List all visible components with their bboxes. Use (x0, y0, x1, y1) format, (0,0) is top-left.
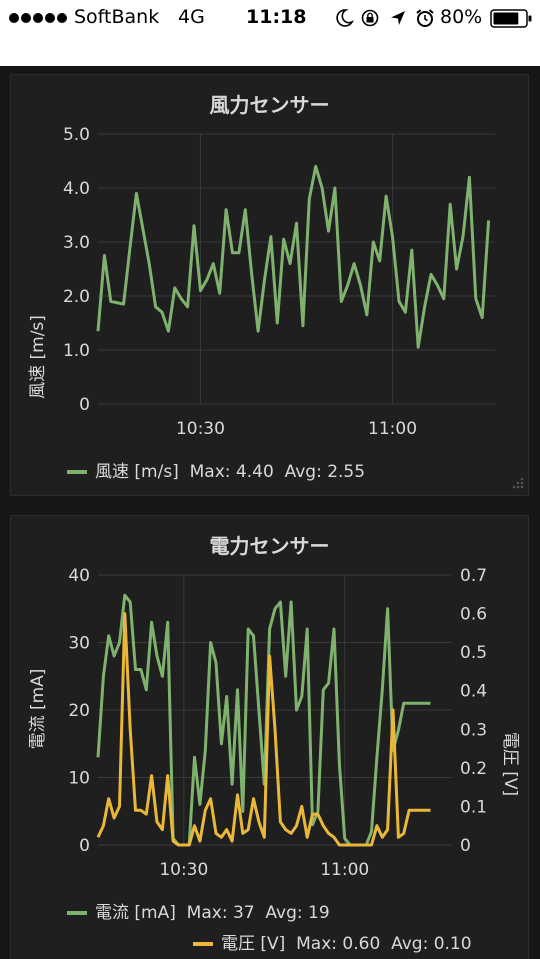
battery-icon (490, 9, 532, 28)
y-tick-label: 4.0 (63, 179, 90, 199)
y-tick-label: 1.0 (63, 341, 90, 361)
legend-swatch (67, 470, 87, 474)
power-sensor-panel: 電力センサー 0 10 20 30 40 0 0.1 0.2 0.3 0.4 0.5 0.6 0.7 … (10, 515, 529, 959)
y2-tick-label: 0.1 (460, 797, 487, 817)
y2-tick-label: 0.4 (460, 682, 487, 702)
y-tick-label: 40 (68, 566, 90, 586)
series-line (96, 164, 491, 349)
legend-max: Max: 37 (186, 903, 255, 923)
chart-legend[interactable]: 風速 [m/s] Max: 4.40 Avg: 2.55 (67, 457, 365, 482)
y-tick-label: 20 (68, 701, 90, 721)
chart-legend-current[interactable]: 電流 [mA] Max: 37 Avg: 19 (67, 898, 330, 923)
y-tick-label: 0 (79, 395, 90, 415)
wind-sensor-panel: 風力センサー 0 1.0 2.0 3.0 4.0 5.0 10:30 11:00 風速 [m… (10, 74, 529, 496)
alarm-clock-icon (416, 9, 434, 27)
y2-tick-label: 0 (460, 836, 471, 856)
y-tick-label: 5.0 (63, 125, 90, 145)
signal-dot (33, 13, 43, 23)
legend-swatch (193, 942, 213, 946)
y-axis-label: 風速 [m/s] (28, 315, 48, 399)
signal-dot (21, 13, 31, 23)
legend-max: Max: 0.60 (296, 934, 381, 954)
y-tick-label: 30 (68, 634, 90, 654)
network-type: 4G (178, 6, 205, 28)
resize-handle-icon[interactable] (509, 476, 525, 492)
y-tick-label: 3.0 (63, 233, 90, 253)
x-tick-label: 11:00 (368, 419, 417, 439)
clock-time: 11:18 (246, 6, 307, 28)
location-arrow-icon (391, 11, 405, 25)
y2-tick-label: 0.2 (460, 759, 487, 779)
y-tick-label: 10 (68, 769, 90, 789)
power-chart: 0 10 20 30 40 0 0.1 0.2 0.3 0.4 0.5 0.6 0.7 10:30 11… (28, 566, 520, 880)
signal-dot (9, 13, 19, 23)
y2-tick-label: 0.5 (460, 643, 487, 663)
legend-avg: Avg: 0.10 (391, 934, 472, 954)
battery-fill (493, 12, 519, 25)
moon-icon (336, 9, 354, 27)
status-bar: SoftBank 4G 11:18 80% (0, 0, 540, 66)
x-tick-label: 10:30 (176, 419, 225, 439)
signal-strength-icon (9, 13, 67, 23)
y2-tick-label: 0.7 (460, 566, 487, 586)
panel-title: 風力センサー (209, 93, 330, 117)
signal-dot (57, 13, 67, 23)
rotation-lock-icon (361, 9, 379, 27)
y-axis-label-right: 電圧 [V] (500, 732, 520, 796)
legend-swatch (67, 911, 87, 915)
y-axis-label-left: 電流 [mA] (28, 669, 48, 750)
signal-dot (45, 13, 55, 23)
carrier-name: SoftBank (74, 6, 160, 28)
battery-percentage: 80% (440, 6, 483, 28)
y2-tick-label: 0.6 (460, 605, 487, 625)
legend-series-name: 風速 [m/s] (95, 462, 179, 482)
legend-series-name: 電圧 [V] (221, 934, 286, 954)
panel-title: 電力センサー (209, 534, 330, 558)
x-tick-label: 11:00 (320, 860, 369, 880)
chart-legend-voltage[interactable]: 電圧 [V] Max: 0.60 Avg: 0.10 (193, 929, 472, 954)
legend-avg: Avg: 19 (265, 903, 330, 923)
series-line (96, 612, 431, 847)
y2-tick-label: 0.3 (460, 720, 487, 740)
series-line (96, 593, 431, 847)
legend-series-name: 電流 [mA] (95, 903, 176, 923)
legend-avg: Avg: 2.55 (284, 462, 366, 482)
y-tick-label: 0 (79, 836, 90, 856)
y-tick-label: 2.0 (63, 287, 90, 307)
legend-max: Max: 4.40 (189, 462, 274, 482)
wind-speed-chart: 0 1.0 2.0 3.0 4.0 5.0 10:30 11:00 風速 [m/s] (28, 125, 495, 439)
x-tick-label: 10:30 (159, 860, 208, 880)
